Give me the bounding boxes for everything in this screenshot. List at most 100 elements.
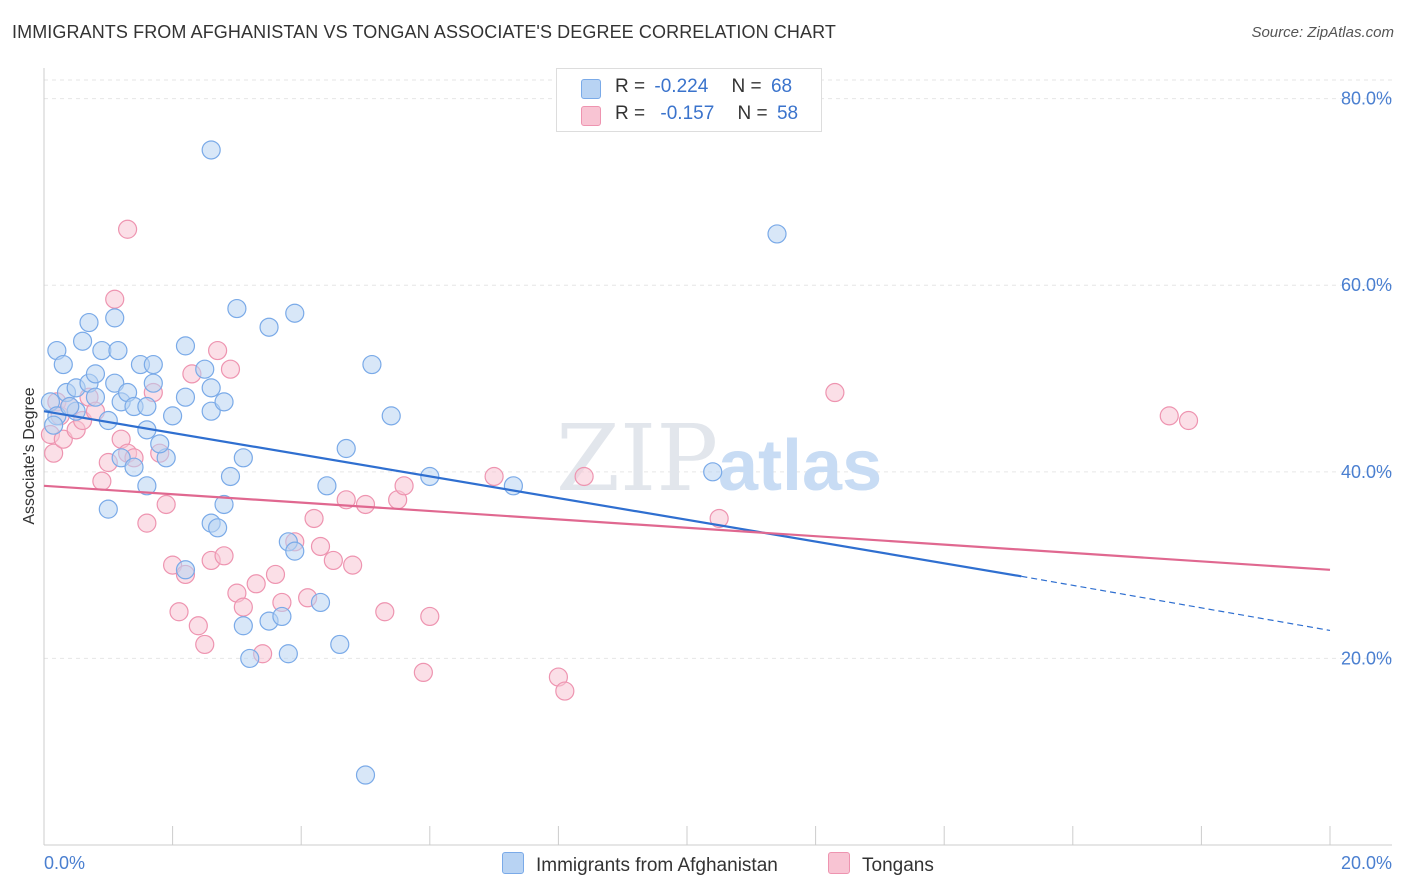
y-tick-label: 20.0% [1341, 648, 1392, 668]
legend-swatch-pink [581, 106, 601, 126]
afghanistan-point [330, 634, 350, 655]
legend-n-value: 68 [770, 76, 793, 97]
afghanistan-point [201, 140, 221, 160]
legend-r-label: R = [615, 103, 646, 124]
afghanistan-point [310, 592, 331, 613]
legend-r-value: -0.224 [654, 76, 709, 97]
tongan-point [825, 382, 845, 403]
afghanistan-point [105, 373, 125, 393]
tongan-point [343, 555, 363, 575]
afghanistan-point [143, 354, 163, 375]
afghanistan-point [201, 378, 221, 398]
afghanistan-point [79, 312, 99, 333]
afghanistan-point [72, 331, 93, 351]
tongan-point [188, 616, 208, 636]
afghanistan-point [175, 387, 196, 407]
y-tick-label: 40.0% [1341, 462, 1392, 482]
correlation-legend: R = -0.224 N = 68 R = -0.157 N = 58 [556, 68, 822, 132]
legend-r-value: -0.157 [660, 103, 715, 124]
y-tick-label: 80.0% [1341, 89, 1392, 109]
bottom-legend-label: Immigrants from Afghanistan [536, 855, 778, 876]
legend-n-label: N = [731, 76, 762, 97]
afghanistan-point [92, 340, 112, 361]
afghanistan-point [285, 541, 305, 561]
tongan-point [214, 546, 234, 566]
tongan-point [117, 219, 138, 239]
afghanistan-point [214, 494, 234, 515]
afghanistan-point [85, 364, 106, 384]
legend-swatch-blue [581, 79, 601, 99]
afghanistan-point [108, 340, 128, 361]
afghanistan-point [220, 466, 241, 487]
afghanistan-point [137, 476, 157, 496]
tongan-point [323, 550, 343, 571]
tongan-point [310, 536, 331, 557]
afghanistan-point [44, 415, 64, 435]
afghanistan-point [227, 298, 247, 319]
tongan-point [394, 476, 414, 496]
afghanistan-point [163, 406, 183, 426]
tongan-point [1178, 410, 1199, 431]
bottom-legend-swatch-pink [828, 852, 850, 874]
tongan-point [555, 681, 575, 701]
tongan-point [246, 574, 266, 594]
legend-n-label: N = [737, 103, 768, 124]
afghanistan-point [336, 438, 356, 459]
tongan-point [304, 508, 324, 529]
trend-lines [43, 410, 1331, 632]
tongan-point [233, 597, 253, 617]
afghanistan-point [60, 396, 80, 417]
y-axis-title: Associate's Degree [21, 387, 38, 524]
afghanistan-point [285, 303, 305, 323]
afghanistan-point [85, 387, 106, 407]
tongan-point [195, 634, 215, 655]
afghanistan-point [233, 616, 253, 636]
afghanistan-point [53, 354, 73, 375]
afghanistan-point [355, 765, 376, 785]
tongan-point [137, 513, 157, 533]
tongan-point [105, 289, 125, 309]
afghanistan-point [175, 560, 196, 580]
legend-r-label: R = [615, 76, 646, 97]
tongan-point [156, 494, 176, 515]
tongan-point [208, 340, 228, 361]
tongan-point [1159, 406, 1179, 426]
x-tick-label-max: 20.0% [1341, 853, 1392, 873]
afghanistan-points [40, 140, 787, 785]
afghanistan-point [381, 406, 401, 426]
watermark-zip: ZIP [556, 405, 718, 512]
afghanistan-point [98, 499, 118, 519]
tongan-point [265, 564, 286, 585]
afghanistan-point [105, 308, 125, 328]
chart-title: IMMIGRANTS FROM AFGHANISTAN VS TONGAN AS… [12, 22, 836, 42]
tongan-point [574, 466, 594, 487]
afghanistan-point [240, 648, 260, 669]
source-label: Source: ZipAtlas.com [1251, 24, 1394, 41]
afghanistan-point [233, 448, 253, 468]
tongan-point [413, 662, 433, 683]
afghanistan-point [317, 476, 337, 496]
afghanistan-point [703, 462, 723, 482]
tongan-point [220, 359, 241, 379]
afghanistan-point [259, 317, 279, 337]
tongan-point [355, 494, 376, 515]
tongan-point [420, 606, 440, 627]
bottom-legend-tongans: Tongans [828, 852, 934, 877]
bottom-legend-label: Tongans [862, 855, 934, 876]
x-ticks [43, 826, 1331, 845]
afghanistan-point [272, 606, 292, 627]
tongan-point [375, 602, 395, 622]
afghanistan-point [195, 359, 215, 379]
afghanistan-point [175, 336, 196, 356]
afghanistan-point [137, 396, 157, 417]
afghanistan-point [111, 448, 131, 468]
tongan-point [709, 508, 729, 529]
afghanistan-point [150, 434, 170, 454]
x-tick-label-min: 0.0% [44, 853, 85, 873]
watermark: ZIP atlas [556, 405, 882, 512]
afghanistan-trend-line [43, 410, 1022, 578]
bottom-legend-afghanistan: Immigrants from Afghanistan [502, 852, 778, 877]
afghanistan-point [767, 224, 787, 244]
grid [44, 79, 1392, 659]
tongan-point [44, 443, 64, 463]
